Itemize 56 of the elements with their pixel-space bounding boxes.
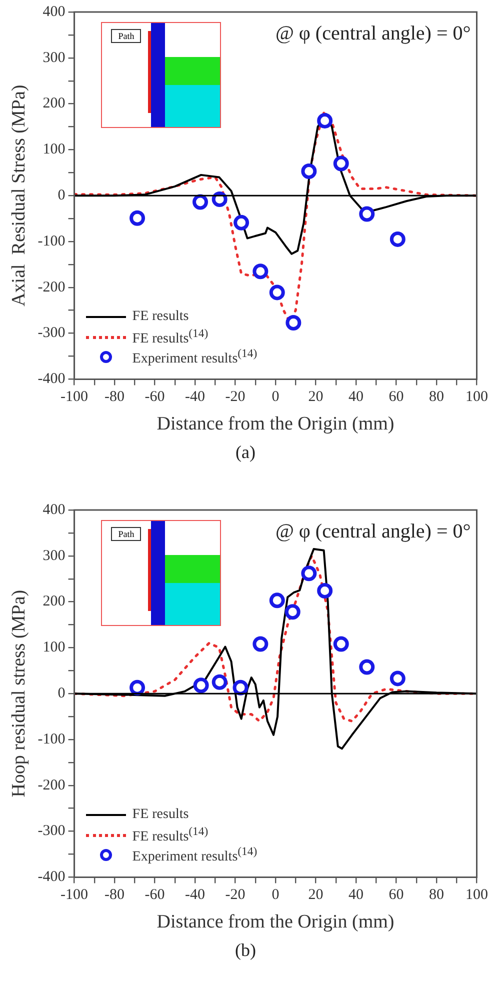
y-tick-label: -300: [38, 823, 66, 840]
x-axis-title: Distance from the Origin (mm): [156, 414, 394, 435]
legend-label: FE results: [132, 309, 189, 326]
x-axis-title: Distance from the Origin (mm): [156, 912, 394, 933]
y-axis-title: Hoop residual stress (MPa): [8, 590, 30, 798]
annotation: @ φ (central angle) = 0°: [275, 520, 471, 542]
y-tick-label: 200: [42, 594, 66, 610]
x-tick-label: 20: [308, 389, 324, 406]
x-tick-label: 80: [429, 389, 444, 406]
x-tick-label: 0: [272, 887, 280, 904]
y-tick-label: 300: [42, 50, 66, 66]
legend-label: FE results$^{(14)}$: [132, 824, 208, 846]
x-tick-label: -60: [144, 389, 165, 406]
x-tick-label: 60: [388, 887, 404, 904]
x-tick-label: -20: [225, 389, 246, 406]
model-diagram: Path: [101, 520, 222, 626]
x-tick-label: -20: [225, 887, 246, 904]
y-tick-label: 100: [42, 640, 66, 656]
x-tick-label: 80: [429, 887, 444, 904]
x-tick-label: 100: [466, 389, 488, 406]
y-tick-label: 100: [42, 142, 66, 158]
x-tick-label: -80: [104, 389, 125, 406]
x-tick-label: -80: [104, 887, 125, 904]
y-tick-label: 400: [42, 4, 66, 20]
y-tick-label: 300: [42, 548, 66, 564]
x-tick-label: 40: [348, 389, 364, 406]
text: (a): [234, 442, 256, 463]
x-tick-label: 0: [272, 389, 280, 406]
y-tick-label: -200: [38, 777, 66, 794]
y-axis-title: Axial Residual Stress (MPa): [8, 84, 30, 306]
annotation: Path: [111, 29, 142, 43]
y-tick-label: -400: [38, 869, 66, 886]
y-tick-label: 0: [58, 686, 66, 702]
x-tick-label: 100: [466, 887, 488, 904]
y-tick-label: 200: [42, 96, 66, 112]
legend-label: Experiment results$^{(14)}$: [132, 844, 258, 866]
y-tick-label: -100: [38, 731, 66, 748]
x-tick-label: 40: [348, 887, 364, 904]
legend-label: FE results: [132, 807, 189, 824]
x-tick-label: -60: [144, 887, 165, 904]
y-tick-label: -400: [38, 371, 66, 388]
y-tick-label: 0: [58, 188, 66, 204]
annotation: Path: [111, 527, 142, 541]
legend-label: FE results$^{(14)}$: [132, 326, 208, 348]
text: (b): [234, 940, 257, 961]
y-tick-label: -300: [38, 325, 66, 342]
y-tick-label: 400: [42, 502, 66, 518]
y-tick-label: -100: [38, 233, 66, 250]
model-diagram: Path: [101, 22, 222, 128]
y-tick-label: -200: [38, 279, 66, 296]
x-tick-label: 20: [308, 887, 324, 904]
annotation: @ φ (central angle) = 0°: [275, 22, 471, 44]
x-tick-label: 60: [388, 389, 404, 406]
x-tick-label: -40: [185, 389, 206, 406]
legend-label: Experiment results$^{(14)}$: [132, 346, 258, 368]
x-tick-label: -40: [185, 887, 206, 904]
